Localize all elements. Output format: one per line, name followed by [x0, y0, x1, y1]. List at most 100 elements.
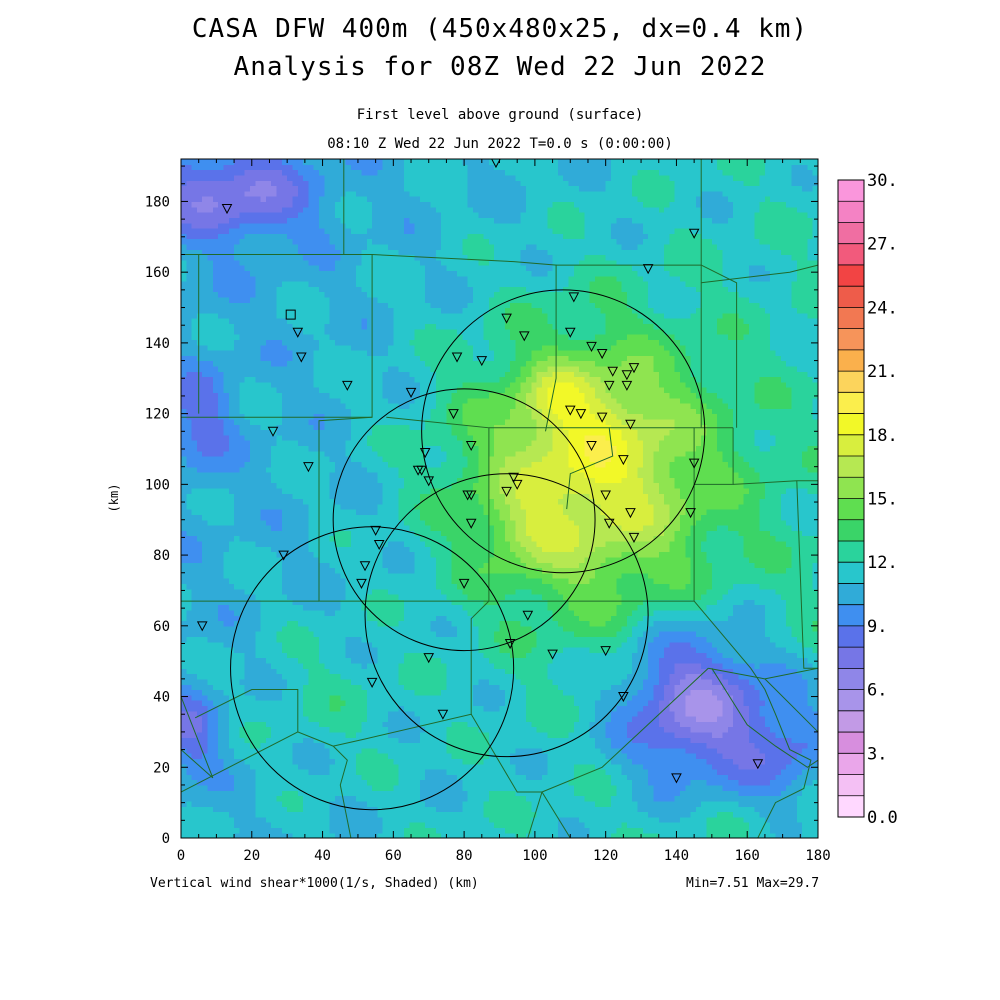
shear-cell	[319, 652, 325, 659]
shear-cell	[303, 498, 309, 505]
shear-cell	[303, 604, 309, 611]
shear-cell	[271, 174, 278, 181]
shear-cell	[340, 530, 347, 537]
shear-cell	[372, 763, 379, 770]
shear-cell	[202, 726, 209, 733]
shear-cell	[324, 636, 331, 643]
shear-cell	[255, 190, 262, 197]
shear-cell	[181, 281, 187, 287]
shear-cell	[223, 466, 230, 473]
shear-cell	[196, 376, 203, 383]
shear-cell	[244, 254, 251, 261]
shear-cell	[292, 349, 299, 356]
shear-cell	[345, 726, 352, 733]
shear-cell	[292, 609, 299, 616]
shear-cell	[350, 397, 357, 404]
shear-cell	[292, 742, 299, 749]
shear-cell	[297, 753, 304, 760]
shear-cell	[303, 631, 309, 638]
chart-subtitle-analysis: Analysis for 08Z Wed 22 Jun 2022	[233, 52, 767, 82]
shear-cell	[372, 227, 379, 234]
shear-cell	[303, 578, 309, 584]
shear-cell	[196, 737, 203, 744]
shear-cell	[382, 190, 389, 197]
shear-cell	[287, 445, 294, 452]
shear-cell	[212, 784, 219, 791]
shear-cell	[329, 806, 336, 813]
shear-cell	[313, 742, 320, 749]
shear-cell	[255, 403, 262, 409]
shear-cell	[207, 498, 214, 505]
shear-cell	[297, 763, 304, 770]
shear-cell	[292, 678, 299, 685]
shear-cell	[223, 721, 230, 728]
shear-cell	[377, 811, 384, 818]
shear-cell	[223, 567, 230, 574]
shear-cell	[255, 721, 262, 728]
shear-cell	[313, 827, 320, 834]
shear-cell	[361, 636, 368, 643]
shear-cell	[202, 546, 209, 553]
shear-cell	[276, 540, 283, 547]
shear-cell	[207, 726, 214, 733]
shear-cell	[260, 450, 267, 457]
shear-cell	[196, 816, 203, 823]
shear-cell	[329, 482, 336, 489]
shear-cell	[202, 344, 209, 351]
shear-cell	[239, 206, 246, 213]
shear-cell	[223, 302, 230, 309]
shear-cell	[292, 233, 299, 240]
shear-cell	[308, 509, 315, 516]
shear-cell	[308, 811, 315, 818]
shear-cell	[271, 763, 278, 770]
shear-cell	[287, 726, 294, 733]
shear-cell	[366, 281, 373, 287]
shear-cell	[345, 190, 352, 197]
shear-cell	[366, 795, 373, 802]
shear-cell	[350, 551, 357, 558]
shear-cell	[345, 779, 352, 786]
shear-cell	[372, 217, 379, 224]
shear-cell	[303, 281, 309, 287]
shear-cell	[202, 387, 209, 393]
shear-cell	[382, 392, 389, 399]
shear-cell	[202, 403, 209, 409]
shear-cell	[382, 456, 389, 462]
shear-cell	[191, 471, 198, 478]
shear-cell	[255, 705, 262, 712]
shear-cell	[276, 652, 283, 659]
shear-cell	[287, 339, 294, 346]
shear-cell	[202, 360, 209, 367]
shear-cell	[186, 180, 193, 187]
shear-cell	[196, 456, 203, 462]
shear-cell	[239, 365, 246, 372]
shear-cell	[334, 705, 341, 712]
shear-cell	[345, 243, 352, 250]
shear-cell	[372, 673, 379, 680]
shear-cell	[218, 387, 225, 393]
shear-cell	[276, 434, 283, 441]
shear-cell	[207, 641, 214, 648]
shear-cell	[334, 620, 341, 627]
shear-cell	[297, 758, 304, 765]
shear-cell	[372, 238, 379, 245]
shear-cell	[234, 339, 240, 346]
shear-cell	[377, 827, 384, 834]
shear-cell	[313, 159, 320, 165]
shear-cell	[196, 811, 203, 818]
shear-cell	[196, 652, 203, 659]
shear-cell	[260, 169, 267, 176]
shear-cell	[313, 174, 320, 181]
shear-cell	[366, 668, 373, 675]
shear-cell	[202, 832, 209, 838]
shear-cell	[372, 206, 379, 213]
shear-cell	[388, 832, 394, 838]
shear-cell	[297, 678, 304, 685]
shear-cell	[340, 254, 347, 261]
shear-cell	[372, 747, 379, 754]
shear-cell	[212, 800, 219, 807]
shear-cell	[260, 514, 267, 521]
shear-cell	[377, 387, 384, 393]
shear-cell	[287, 456, 294, 462]
shear-cell	[250, 339, 256, 346]
